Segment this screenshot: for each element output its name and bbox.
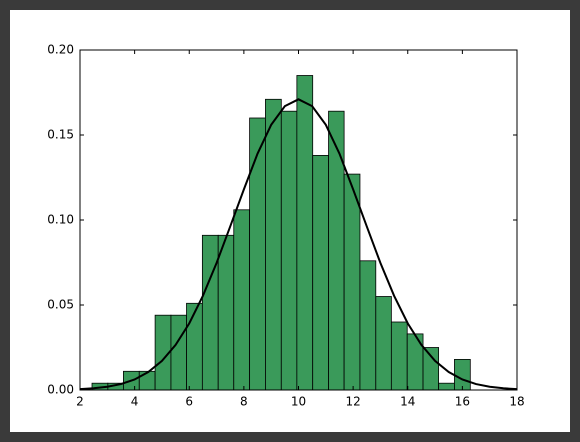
bar (359, 260, 377, 391)
bar (454, 358, 471, 391)
bar (170, 314, 187, 391)
x-tick-label: 8 (240, 395, 248, 409)
x-tick-label: 10 (291, 395, 306, 409)
bar (138, 370, 156, 391)
y-tick-label: 0.10 (47, 213, 74, 227)
bar (280, 110, 298, 391)
bar (422, 347, 440, 391)
bar (217, 234, 235, 391)
bar (312, 154, 329, 391)
bar (233, 209, 251, 391)
y-tick-label: 0.15 (47, 128, 74, 142)
y-tick-label: 0.20 (47, 43, 74, 57)
bar (296, 75, 314, 391)
bar (249, 117, 266, 391)
bar (375, 296, 392, 391)
bar (201, 234, 219, 391)
x-tick-label: 16 (455, 395, 470, 409)
bar (343, 173, 361, 391)
bar (265, 98, 282, 391)
x-tick-label: 6 (185, 395, 193, 409)
x-tick-label: 2 (76, 395, 84, 409)
bar (438, 382, 455, 391)
x-tick-label: 18 (509, 395, 524, 409)
bar (186, 302, 203, 391)
x-tick-label: 14 (400, 395, 415, 409)
x-tick-label: 4 (131, 395, 139, 409)
bar (328, 110, 345, 391)
bar (390, 321, 408, 391)
x-tick-label: 12 (345, 395, 360, 409)
density-curve (79, 98, 518, 391)
y-tick-label: 0.05 (47, 298, 74, 312)
y-tick-label: 0.00 (47, 383, 74, 397)
